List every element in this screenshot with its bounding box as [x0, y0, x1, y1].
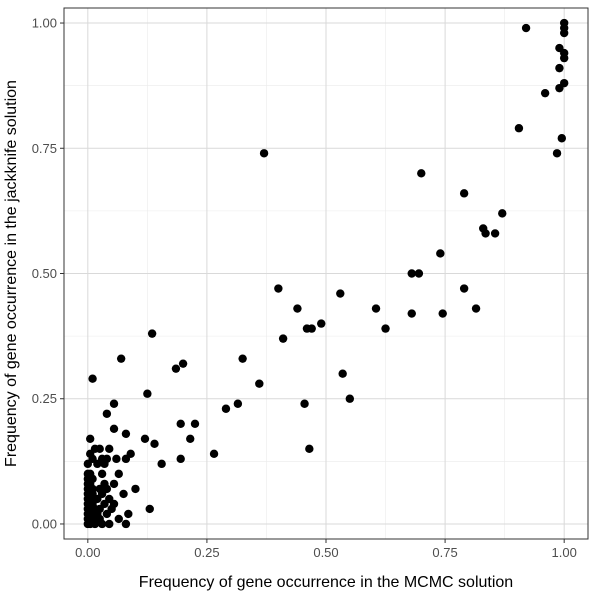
data-point: [124, 509, 133, 519]
data-point: [178, 359, 188, 368]
data-point: [186, 434, 195, 444]
data-point: [371, 304, 381, 313]
data-point: [86, 434, 95, 444]
data-point: [555, 63, 564, 73]
data-point: [102, 409, 112, 418]
y-tick-label: 0.75: [32, 141, 57, 156]
x-tick-label: 0.00: [75, 545, 100, 560]
x-axis-ticks: 0.00 0.25 0.50 0.75 1.00: [75, 539, 577, 560]
data-point: [417, 169, 426, 178]
data-point: [514, 124, 524, 133]
data-point: [97, 519, 107, 529]
data-point: [221, 404, 231, 413]
data-point: [100, 459, 109, 469]
data-point: [555, 83, 564, 93]
data-point: [274, 284, 283, 293]
data-point: [381, 324, 390, 333]
data-point: [259, 149, 269, 158]
data-point: [109, 399, 119, 408]
data-point: [109, 424, 119, 433]
grid: [64, 8, 588, 539]
data-point: [305, 444, 314, 454]
data-point: [407, 309, 416, 318]
data-point: [95, 444, 104, 454]
data-point: [300, 399, 309, 408]
data-point: [176, 454, 185, 464]
x-tick-label: 0.25: [194, 545, 219, 560]
data-point: [278, 334, 288, 343]
data-point: [121, 429, 131, 439]
data-point: [105, 519, 114, 529]
data-point: [112, 454, 121, 464]
y-tick-label: 0.25: [32, 391, 57, 406]
y-tick-label: 0.00: [32, 516, 57, 531]
y-axis-ticks: 0.00 0.25 0.50 0.75 1.00: [32, 16, 64, 531]
data-point: [307, 324, 316, 333]
data-point: [97, 469, 107, 479]
data-point: [121, 454, 131, 464]
data-point: [559, 53, 569, 63]
data-point: [255, 379, 264, 388]
data-point: [119, 489, 128, 499]
y-tick-label: 0.50: [32, 266, 57, 281]
data-point: [114, 469, 123, 479]
x-tick-label: 0.50: [313, 545, 338, 560]
data-point: [336, 289, 345, 298]
x-tick-label: 1.00: [552, 545, 577, 560]
data-point: [557, 134, 566, 143]
data-point: [143, 389, 152, 398]
data-point: [233, 399, 243, 408]
data-point: [83, 459, 93, 469]
data-point: [471, 304, 481, 313]
data-point: [407, 269, 416, 278]
data-point: [481, 229, 490, 238]
data-point: [552, 149, 562, 158]
data-point: [436, 249, 445, 258]
data-point: [147, 329, 157, 338]
y-axis-title: Frequency of gene occurrence in the jack…: [3, 80, 20, 467]
data-point: [88, 374, 97, 383]
data-point: [438, 309, 447, 318]
data-point: [121, 519, 131, 529]
data-points: [83, 18, 569, 529]
data-point: [90, 519, 100, 529]
data-point: [459, 284, 469, 293]
data-point: [521, 23, 531, 33]
x-axis-title: Frequency of gene occurrence in the MCMC…: [139, 574, 513, 591]
data-point: [93, 459, 102, 469]
data-point: [105, 444, 114, 454]
x-tick-label: 0.75: [432, 545, 457, 560]
data-point: [209, 449, 219, 459]
data-point: [114, 514, 123, 524]
data-point: [414, 269, 424, 278]
data-point: [559, 28, 569, 38]
data-point: [145, 504, 154, 514]
y-tick-label: 1.00: [32, 16, 57, 31]
data-point: [140, 434, 150, 444]
data-point: [459, 189, 469, 198]
data-point: [102, 509, 112, 519]
data-point: [190, 419, 200, 428]
data-point: [238, 354, 247, 363]
data-point: [490, 229, 500, 238]
data-point: [317, 319, 326, 328]
data-point: [540, 88, 550, 98]
data-point: [171, 364, 181, 373]
data-point: [131, 484, 140, 494]
data-point: [498, 209, 507, 218]
data-point: [150, 439, 159, 449]
data-point: [345, 394, 355, 403]
data-point: [176, 419, 185, 428]
data-point: [338, 369, 347, 378]
data-point: [116, 354, 126, 363]
data-point: [157, 459, 166, 469]
data-point: [293, 304, 302, 313]
data-point: [109, 479, 119, 489]
